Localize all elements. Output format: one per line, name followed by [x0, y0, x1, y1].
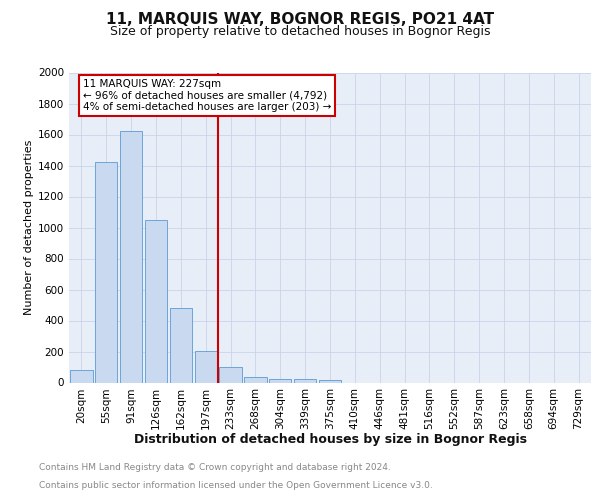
Bar — [220, 367, 242, 382]
Text: 11, MARQUIS WAY, BOGNOR REGIS, PO21 4AT: 11, MARQUIS WAY, BOGNOR REGIS, PO21 4AT — [106, 12, 494, 28]
Bar — [95, 162, 118, 382]
Y-axis label: Number of detached properties: Number of detached properties — [24, 140, 34, 315]
Text: 11 MARQUIS WAY: 227sqm
← 96% of detached houses are smaller (4,792)
4% of semi-d: 11 MARQUIS WAY: 227sqm ← 96% of detached… — [83, 78, 331, 112]
Bar — [269, 378, 292, 382]
Bar — [70, 370, 92, 382]
Bar — [244, 377, 266, 382]
Text: Size of property relative to detached houses in Bognor Regis: Size of property relative to detached ho… — [110, 25, 490, 38]
Text: Contains public sector information licensed under the Open Government Licence v3: Contains public sector information licen… — [39, 481, 433, 490]
Text: Distribution of detached houses by size in Bognor Regis: Distribution of detached houses by size … — [133, 432, 527, 446]
Bar — [170, 308, 192, 382]
Bar — [145, 220, 167, 382]
Bar — [120, 132, 142, 382]
Bar — [294, 380, 316, 382]
Text: Contains HM Land Registry data © Crown copyright and database right 2024.: Contains HM Land Registry data © Crown c… — [39, 464, 391, 472]
Bar — [194, 350, 217, 382]
Bar — [319, 380, 341, 382]
